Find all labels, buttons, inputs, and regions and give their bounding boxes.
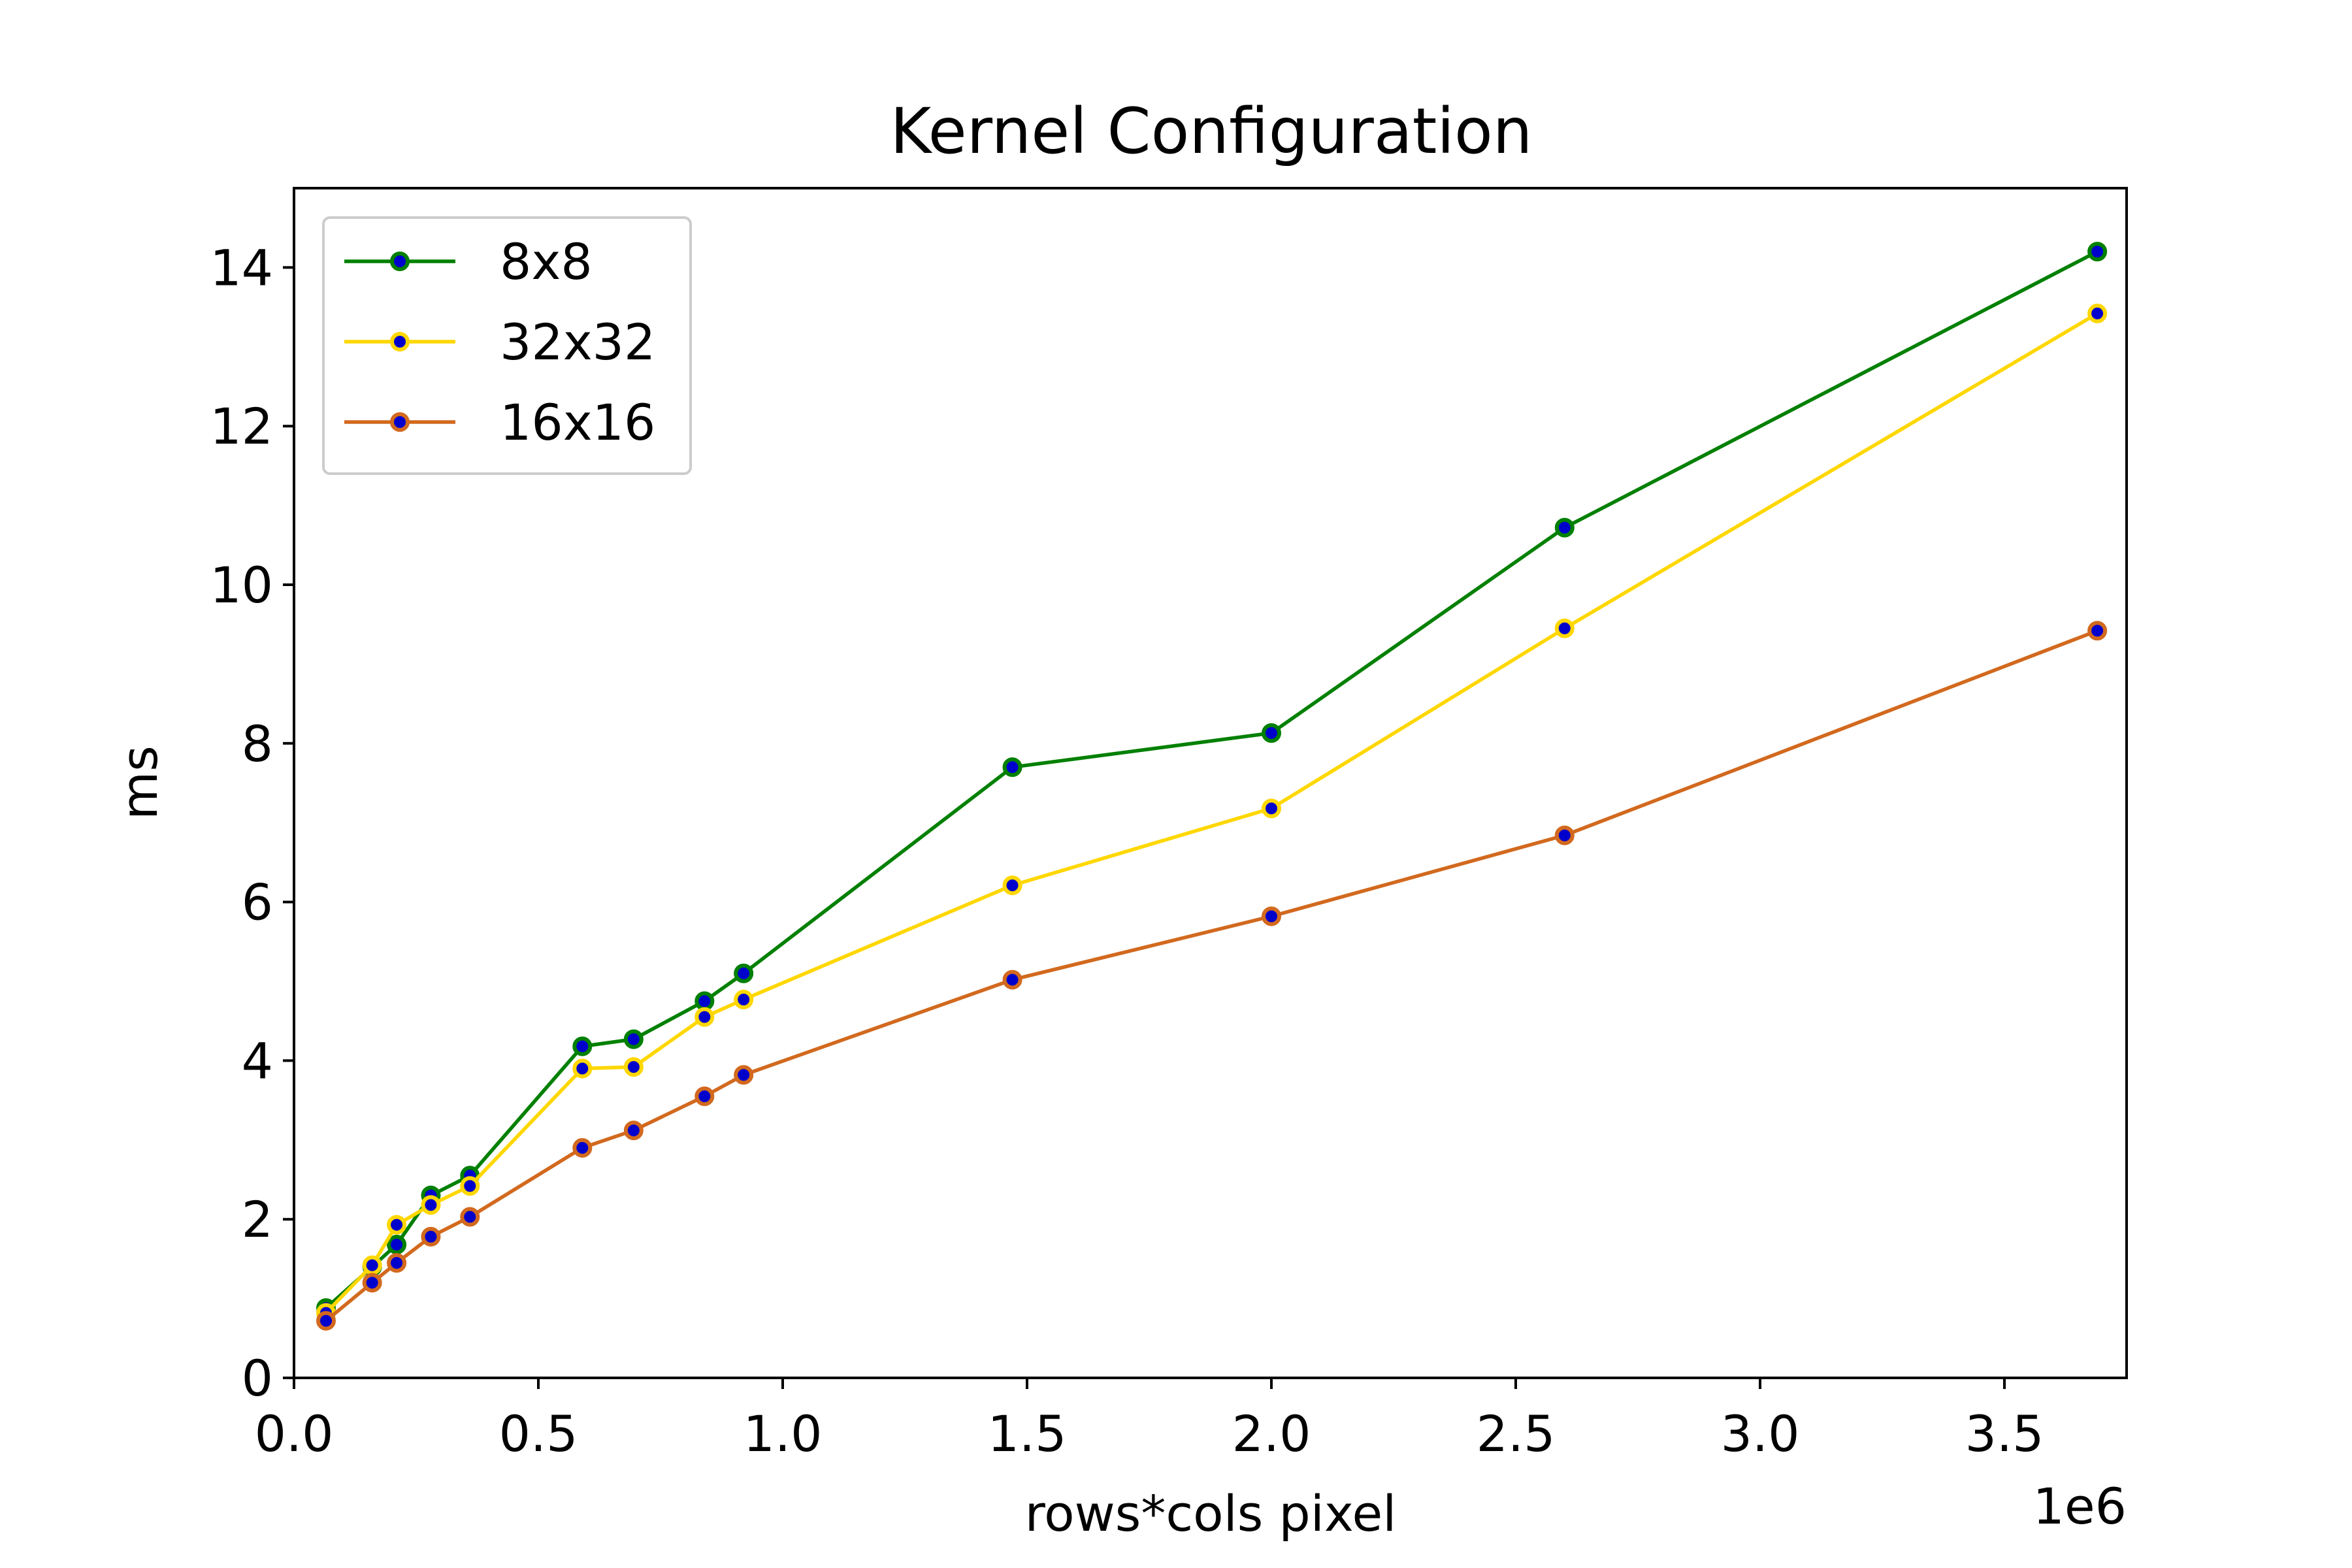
series-32x32: [316, 303, 2108, 1323]
data-point-8x8: [1262, 723, 1281, 743]
data-point-16x16: [1002, 970, 1022, 990]
x-axis-offset-label: 1e6: [2033, 1477, 2127, 1535]
legend-marker-8x8: [390, 252, 410, 271]
data-point-8x8: [2087, 242, 2108, 262]
data-point-16x16: [572, 1137, 593, 1158]
y-tick-label: 8: [242, 715, 273, 773]
data-point-16x16: [734, 1065, 754, 1085]
series-16x16: [316, 621, 2108, 1331]
y-tick-label: 12: [210, 397, 273, 455]
data-point-8x8: [1002, 757, 1022, 777]
data-point-8x8: [572, 1036, 593, 1056]
data-point-16x16: [694, 1086, 715, 1107]
y-tick-label: 0: [242, 1349, 273, 1407]
legend-marker-16x16: [390, 412, 410, 432]
legend-marker-32x32: [390, 332, 410, 351]
data-point-8x8: [734, 963, 754, 983]
data-point-16x16: [1554, 825, 1575, 845]
data-point-32x32: [362, 1255, 382, 1275]
x-tick-label: 1.5: [988, 1405, 1067, 1463]
y-tick-label: 14: [210, 238, 273, 297]
legend-entry-32x32: 32x32: [344, 313, 655, 371]
legend: 8x8 32x32 16x16: [322, 216, 692, 475]
data-point-32x32: [694, 1007, 715, 1027]
data-point-8x8: [1554, 517, 1575, 538]
data-point-16x16: [316, 1311, 336, 1331]
data-point-16x16: [2087, 621, 2108, 641]
data-point-16x16: [460, 1207, 480, 1227]
data-point-32x32: [1554, 618, 1575, 638]
x-tick-label: 0.5: [499, 1405, 578, 1463]
x-tick-label: 1.0: [743, 1405, 823, 1463]
legend-label-16x16: 16x16: [500, 393, 655, 451]
data-point-16x16: [387, 1252, 407, 1273]
data-point-32x32: [387, 1215, 407, 1235]
y-tick-label: 4: [242, 1032, 273, 1090]
legend-entry-16x16: 16x16: [344, 393, 655, 451]
data-point-32x32: [1002, 875, 1022, 896]
chart-title: Kernel Configuration: [890, 95, 1532, 168]
legend-entry-8x8: 8x8: [344, 233, 593, 291]
data-point-32x32: [623, 1057, 644, 1077]
x-tick-label: 3.5: [1965, 1405, 2044, 1463]
data-point-32x32: [1262, 798, 1281, 819]
y-tick-label: 6: [242, 874, 273, 932]
x-tick-label: 3.0: [1721, 1405, 1800, 1463]
series-layer: [316, 242, 2108, 1331]
data-point-8x8: [623, 1029, 644, 1049]
x-tick-label: 2.5: [1477, 1405, 1556, 1463]
legend-label-8x8: 8x8: [500, 233, 593, 291]
legend-box: [322, 216, 692, 475]
data-point-32x32: [421, 1195, 441, 1215]
x-axis-label: rows*cols pixel: [1025, 1484, 1397, 1543]
data-point-32x32: [2087, 303, 2108, 323]
x-tick-label: 0.0: [255, 1405, 334, 1463]
data-point-16x16: [623, 1120, 644, 1141]
data-point-32x32: [460, 1176, 480, 1196]
data-point-16x16: [362, 1273, 382, 1293]
plot-frame: [293, 187, 2128, 1379]
data-point-32x32: [734, 989, 754, 1009]
legend-label-32x32: 32x32: [500, 313, 655, 371]
data-point-16x16: [421, 1226, 441, 1247]
data-point-8x8: [694, 991, 715, 1011]
y-tick-label: 10: [210, 556, 273, 614]
x-tick-label: 2.0: [1232, 1405, 1311, 1463]
y-tick-label: 2: [242, 1190, 273, 1249]
data-point-16x16: [1262, 906, 1281, 926]
data-point-8x8: [387, 1235, 407, 1255]
axis-ticks: 0.0 0.5 1.0 1.5 2.0 2.5 3.0 3.5 0 2 4 6 8 10 12 14: [210, 238, 2044, 1463]
y-axis-label: ms: [110, 745, 169, 820]
data-point-32x32: [572, 1058, 593, 1079]
